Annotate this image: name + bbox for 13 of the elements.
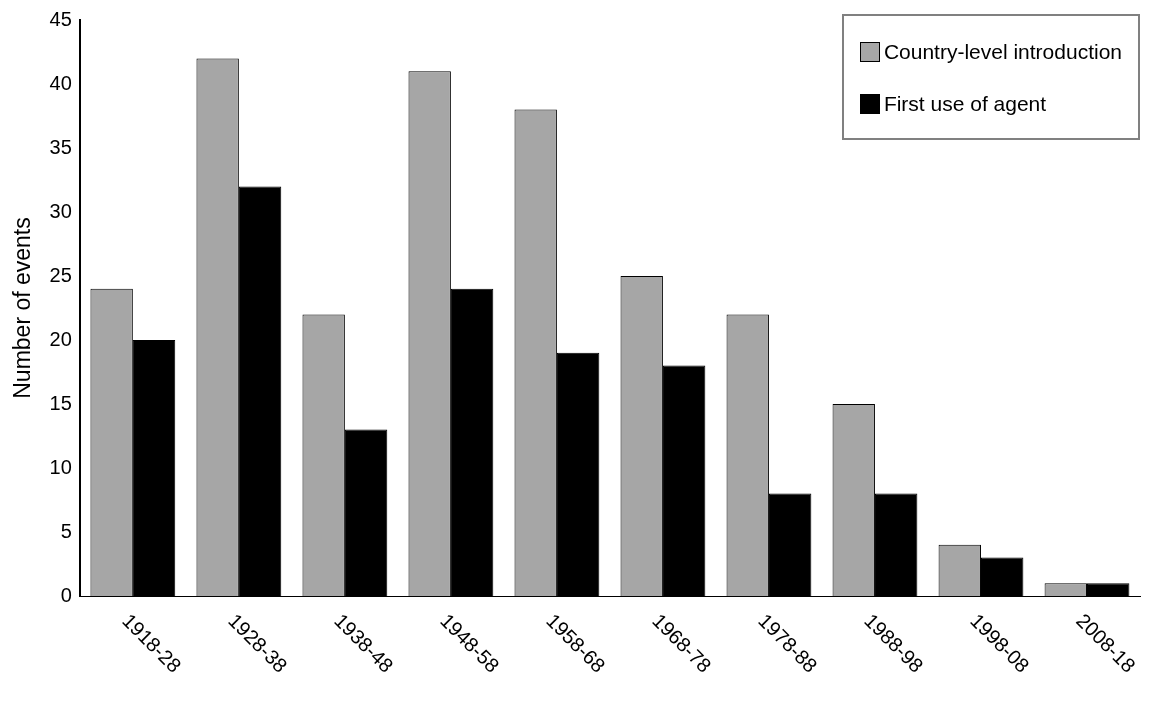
y-tick-label: 40 <box>49 71 72 94</box>
legend-label: First use of agent <box>883 92 1047 116</box>
y-tick-label: 35 <box>49 135 72 158</box>
legend-label: Country-level introduction <box>883 40 1122 64</box>
y-axis-title: Number of events <box>9 217 36 399</box>
y-tick-label: 25 <box>49 263 72 286</box>
y-tick-label: 0 <box>60 583 72 606</box>
y-tick-label: 15 <box>49 391 72 414</box>
y-tick-label: 5 <box>60 519 72 542</box>
y-tick-label: 30 <box>49 199 72 222</box>
y-tick-label: 20 <box>49 327 72 350</box>
y-tick-label: 45 <box>49 7 72 30</box>
y-tick-label: 10 <box>49 455 72 478</box>
